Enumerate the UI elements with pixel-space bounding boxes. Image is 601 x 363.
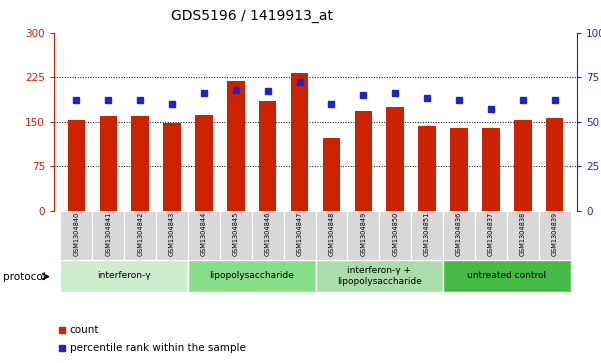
Bar (61, 211, 93, 260)
Text: untreated control: untreated control (467, 272, 546, 280)
Bar (546, 118, 563, 211)
Text: GSM1304843: GSM1304843 (169, 212, 175, 256)
Bar (291, 73, 308, 211)
Bar (443, 260, 570, 292)
Bar (68, 121, 85, 211)
Bar (316, 260, 443, 292)
Bar (386, 107, 404, 211)
Bar (188, 211, 220, 260)
Bar (443, 211, 475, 260)
Bar (124, 211, 156, 260)
Bar (347, 211, 379, 260)
Text: GSM1304844: GSM1304844 (201, 212, 207, 256)
Bar (227, 81, 245, 211)
Bar (93, 211, 124, 260)
Bar (507, 211, 538, 260)
Bar (379, 211, 411, 260)
Bar (163, 123, 181, 211)
Bar (538, 211, 570, 260)
Bar (475, 211, 507, 260)
Bar (514, 120, 531, 211)
Text: GSM1304848: GSM1304848 (329, 212, 335, 256)
Bar (284, 211, 316, 260)
Bar (411, 211, 443, 260)
Bar (195, 115, 213, 211)
Text: GSM1304836: GSM1304836 (456, 212, 462, 256)
Bar (188, 260, 316, 292)
Text: GSM1304845: GSM1304845 (233, 212, 239, 256)
Text: GSM1304841: GSM1304841 (105, 212, 111, 256)
Text: GSM1304851: GSM1304851 (424, 212, 430, 256)
Bar (482, 127, 499, 211)
Text: protocol: protocol (3, 272, 46, 282)
Text: GSM1304838: GSM1304838 (520, 212, 526, 256)
Bar (132, 116, 149, 211)
Text: GSM1304849: GSM1304849 (361, 212, 367, 256)
Text: GSM1304847: GSM1304847 (296, 212, 302, 256)
Text: lipopolysaccharide: lipopolysaccharide (209, 272, 294, 280)
Bar (220, 211, 252, 260)
Bar (100, 116, 117, 211)
Bar (259, 101, 276, 211)
Bar (323, 138, 340, 211)
Text: GSM1304846: GSM1304846 (264, 212, 270, 256)
Bar (355, 111, 372, 211)
Text: GSM1304839: GSM1304839 (552, 212, 558, 256)
Text: interferon-γ: interferon-γ (97, 272, 151, 280)
Bar (316, 211, 347, 260)
Bar (61, 260, 188, 292)
Text: count: count (70, 325, 99, 335)
Text: GSM1304850: GSM1304850 (392, 212, 398, 256)
Bar (156, 211, 188, 260)
Text: GSM1304837: GSM1304837 (488, 212, 494, 256)
Text: interferon-γ +
lipopolysaccharide: interferon-γ + lipopolysaccharide (337, 266, 422, 286)
Bar (418, 126, 436, 211)
Bar (252, 211, 284, 260)
Text: GDS5196 / 1419913_at: GDS5196 / 1419913_at (171, 9, 334, 23)
Text: percentile rank within the sample: percentile rank within the sample (70, 343, 246, 353)
Text: GSM1304840: GSM1304840 (73, 212, 79, 256)
Bar (450, 127, 468, 211)
Text: GSM1304842: GSM1304842 (137, 212, 143, 256)
